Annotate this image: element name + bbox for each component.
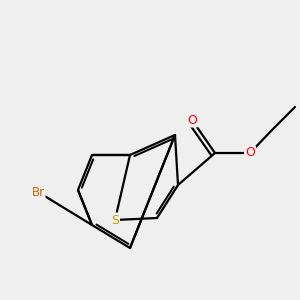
Text: O: O [187, 113, 197, 127]
Text: Br: Br [32, 185, 45, 199]
Text: S: S [111, 214, 119, 226]
Text: O: O [245, 146, 255, 160]
